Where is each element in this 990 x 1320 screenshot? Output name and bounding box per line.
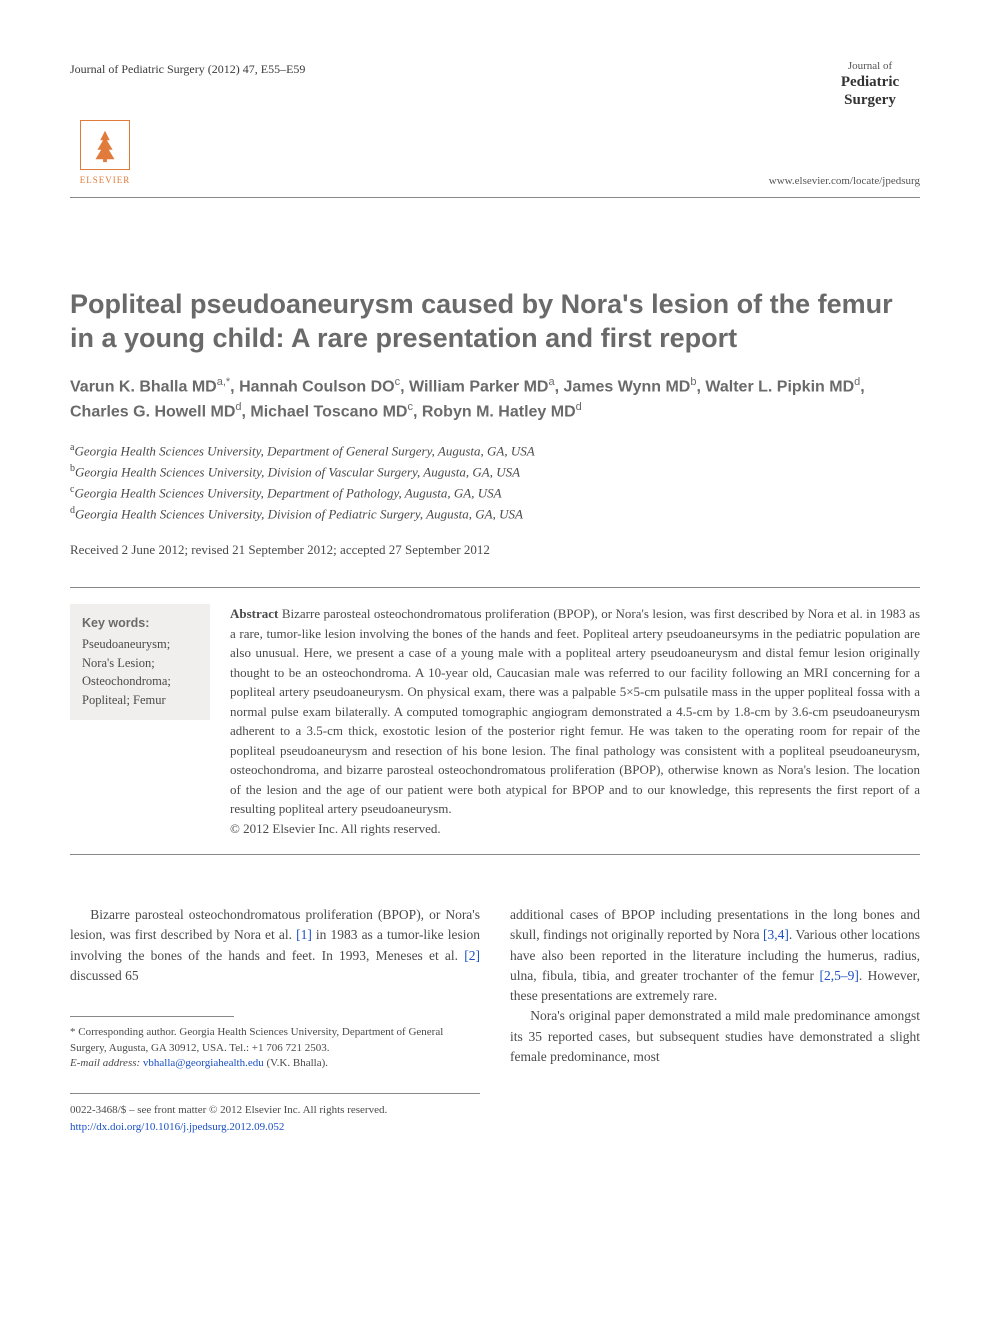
tree-icon — [80, 120, 130, 170]
body-para-2: additional cases of BPOP including prese… — [510, 905, 920, 1006]
abstract-body: Bizarre parosteal osteochondromatous pro… — [230, 606, 920, 816]
header-row: Journal of Pediatric Surgery (2012) 47, … — [70, 60, 920, 109]
abstract-copyright: © 2012 Elsevier Inc. All rights reserved… — [230, 821, 441, 836]
elsevier-logo: ELSEVIER — [70, 119, 140, 189]
ref-link-2[interactable]: [2] — [464, 948, 480, 963]
bottom-separator — [70, 1093, 480, 1094]
keywords-items: Pseudoaneurysm; Nora's Lesion; Osteochon… — [82, 635, 198, 710]
body-col-left: Bizarre parosteal osteochondromatous pro… — [70, 905, 480, 1135]
citation-text: Journal of Pediatric Surgery (2012) 47, … — [70, 60, 305, 78]
email-paren: (V.K. Bhalla). — [266, 1057, 328, 1069]
journal-cover: Journal of Pediatric Surgery — [820, 60, 920, 109]
journal-small: Journal of — [820, 60, 920, 73]
journal-badge: Journal of Pediatric Surgery — [820, 60, 920, 109]
keywords-head: Key words: — [82, 614, 198, 633]
email-label: E-mail address: — [70, 1057, 140, 1069]
publisher-row: ELSEVIER www.elsevier.com/locate/jpedsur… — [70, 119, 920, 198]
article-title: Popliteal pseudoaneurysm caused by Nora'… — [70, 288, 920, 356]
ref-link-259[interactable]: [2,5–9] — [819, 968, 858, 983]
journal-sub: Surgery — [820, 91, 920, 109]
body-para-1: Bizarre parosteal osteochondromatous pro… — [70, 905, 480, 986]
publisher-name: ELSEVIER — [80, 174, 131, 188]
journal-url[interactable]: www.elsevier.com/locate/jpedsurg — [769, 173, 920, 190]
affiliations: aGeorgia Health Sciences University, Dep… — [70, 440, 920, 523]
email-line: E-mail address: vbhalla@georgiahealth.ed… — [70, 1056, 480, 1071]
article-dateline: Received 2 June 2012; revised 21 Septemb… — [70, 540, 920, 560]
body-col-right: additional cases of BPOP including prese… — [510, 905, 920, 1135]
doi-link[interactable]: http://dx.doi.org/10.1016/j.jpedsurg.201… — [70, 1119, 480, 1136]
body-columns: Bizarre parosteal osteochondromatous pro… — [70, 905, 920, 1135]
abstract-text: Abstract Bizarre parosteal osteochondrom… — [230, 604, 920, 838]
abstract-head: Abstract — [230, 606, 278, 621]
authors-line: Varun K. Bhalla MDa,*, Hannah Coulson DO… — [70, 374, 920, 425]
keywords-box: Key words: Pseudoaneurysm; Nora's Lesion… — [70, 604, 210, 720]
journal-main: Pediatric — [820, 73, 920, 91]
front-matter-copyright: 0022-3468/$ – see front matter © 2012 El… — [70, 1102, 480, 1119]
body-para-3: Nora's original paper demonstrated a mil… — [510, 1006, 920, 1067]
text-run: discussed 65 — [70, 968, 139, 983]
ref-link-1[interactable]: [1] — [296, 927, 312, 942]
corresponding-author-note: * Corresponding author. Georgia Health S… — [70, 1025, 480, 1056]
ref-link-34[interactable]: [3,4] — [763, 927, 789, 942]
author-email[interactable]: vbhalla@georgiahealth.edu — [143, 1057, 264, 1069]
footnote-separator — [70, 1016, 234, 1017]
abstract-block: Key words: Pseudoaneurysm; Nora's Lesion… — [70, 587, 920, 855]
